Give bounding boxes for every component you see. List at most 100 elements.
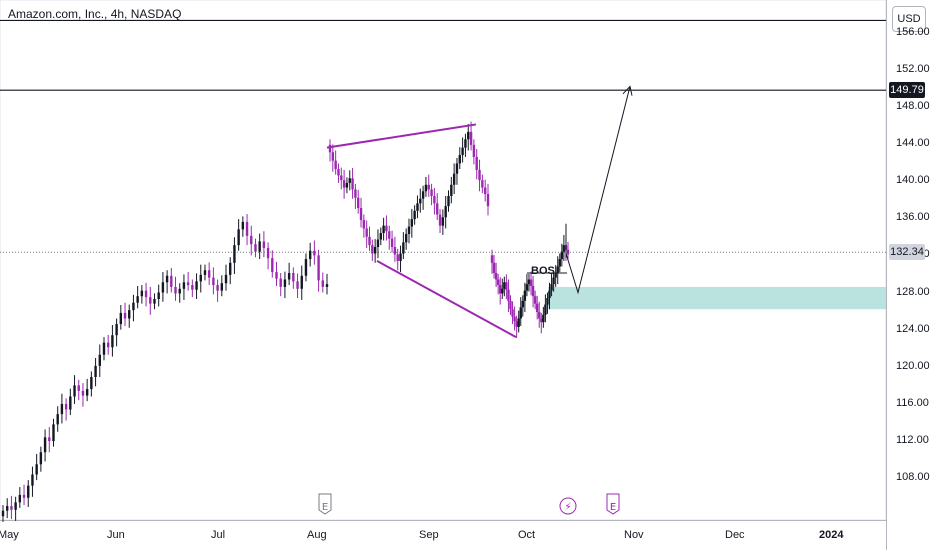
candle-body [14,502,17,510]
bos-label: BOS [531,264,555,277]
candle-body [60,403,64,415]
candle-body [39,452,43,465]
x-tick-label: 2024 [819,529,844,541]
candle-body [182,282,186,289]
candle-body [144,290,148,298]
candle-body [354,189,357,198]
candle-body [507,289,510,301]
y-tick-label: 108.00 [896,471,930,484]
candle-body [300,275,303,289]
candle-body [362,220,366,229]
candle-body [186,282,190,286]
candle-body [313,250,316,256]
candle-body [111,335,114,348]
candle-body [77,385,80,391]
x-tick-label: May [0,529,19,541]
candle-body [340,175,343,181]
candle-body [410,219,414,227]
candle-body [486,194,490,207]
candle-body [153,299,156,304]
candle-body [556,266,559,273]
candle-body [170,275,173,287]
candle-body [81,390,85,396]
candle-body [396,254,399,261]
candle-body [371,245,374,254]
candle-body [224,274,228,284]
candle-body [373,247,377,254]
candle-body [390,238,394,247]
candle-body [513,316,516,322]
candle-body [31,474,34,486]
lower-trendline[interactable] [376,260,517,338]
upper-trendline[interactable] [326,123,477,149]
earnings-marker[interactable] [606,493,620,515]
event-marker-label: ⚡ [564,502,571,513]
candle-body [483,187,487,195]
dividend-marker[interactable] [559,497,577,515]
candle-body [165,275,169,283]
candle-body [351,178,354,190]
candle-body [472,144,476,157]
candle-body [337,169,340,176]
x-tick-label: Aug [307,529,327,541]
candle-body [90,377,93,390]
candle-body [450,184,453,196]
level-price-tag: 149.79 [889,82,925,99]
candle-body [461,147,464,156]
candle-body [542,314,545,323]
candle-body [438,214,442,226]
candle-body [517,318,520,327]
candle-body [1,510,5,517]
candle-body [43,437,47,453]
candle-body [490,255,494,263]
candle-body [149,297,152,304]
candle-body [94,365,97,377]
candle-body [203,270,207,275]
candle-body [554,273,557,278]
candle-body [515,321,518,327]
x-tick-label: Jun [107,529,125,541]
candle-body [430,189,433,196]
projection-path[interactable] [565,86,631,295]
candle-body [342,180,346,188]
candle-body [275,272,278,279]
candle-body [48,437,51,442]
y-tick-label: 136.00 [896,211,930,224]
candle-body [296,281,299,289]
plot-area[interactable] [0,0,886,520]
candle-body [455,163,459,174]
candle-body [69,396,72,410]
candle-body [115,324,118,336]
currency-button[interactable]: USD [892,6,926,32]
candle-body [18,494,22,503]
candle-body [348,178,351,183]
candle-body [317,255,320,281]
demand-zone [548,286,886,310]
candle-body [523,290,527,301]
candle-body [550,284,553,291]
candle-body [546,298,549,305]
candle-body [304,259,308,276]
candle-body [444,206,447,218]
candle-body [328,144,332,153]
candle-body [27,485,30,498]
candle-body [424,184,428,192]
candle-body [509,300,512,310]
candle-body [292,273,295,282]
candle-body [527,279,531,285]
x-tick-label: Jul [211,529,226,541]
candle-body [447,195,450,207]
candle-body [10,506,13,510]
candle-body [128,310,131,319]
earnings-marker[interactable] [318,493,332,515]
candle-body [379,233,382,240]
candle-body [258,241,261,252]
candle-body [359,208,363,221]
candle-body [382,225,385,234]
candle-body [404,234,408,243]
candle-body [271,258,274,273]
x-tick-label: Nov [624,529,644,541]
candle-body [174,286,177,294]
